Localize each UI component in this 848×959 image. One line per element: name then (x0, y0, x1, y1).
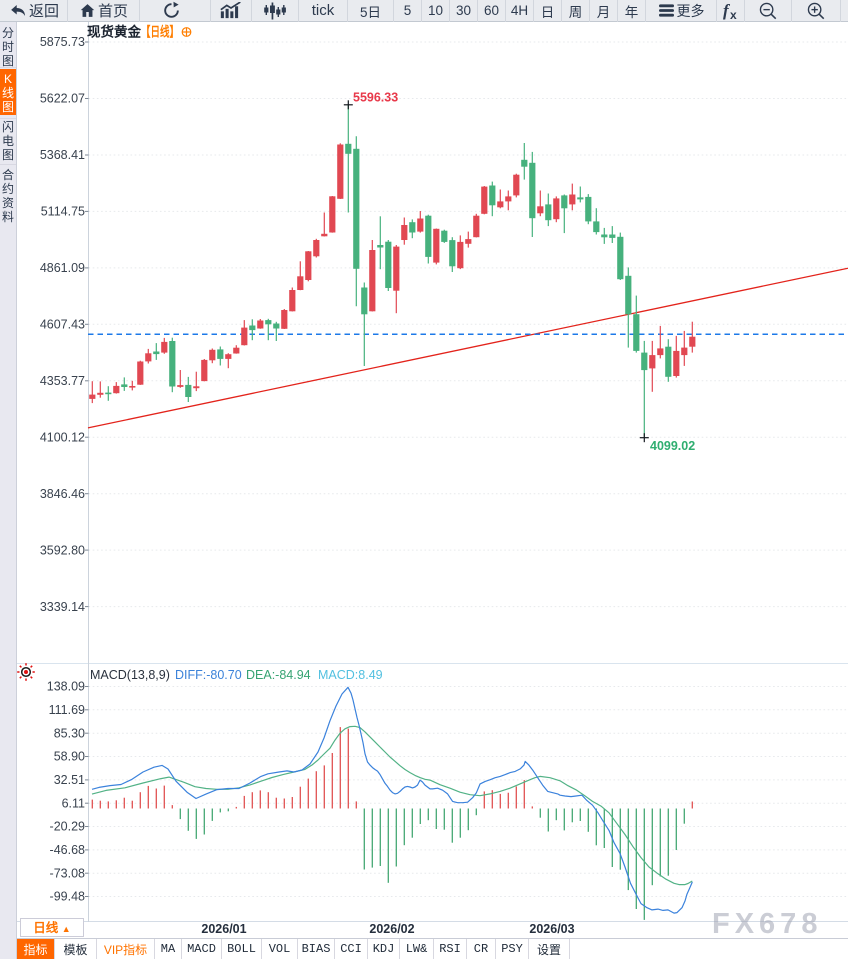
svg-text:4099.02: 4099.02 (650, 439, 695, 453)
svg-text:-99.48: -99.48 (50, 890, 85, 904)
svg-text:4353.77: 4353.77 (40, 374, 85, 388)
svg-text:【日线】: 【日线】 (141, 24, 179, 40)
svg-text:现货黄金: 现货黄金 (87, 24, 141, 40)
svg-text:5596.33: 5596.33 (353, 91, 398, 105)
svg-text:4100.12: 4100.12 (40, 430, 85, 444)
svg-text:58.90: 58.90 (54, 750, 85, 764)
svg-text:32.51: 32.51 (54, 773, 85, 787)
svg-text:111.69: 111.69 (49, 703, 85, 717)
svg-text:DEA:-84.94: DEA:-84.94 (246, 668, 311, 682)
svg-text:6.11: 6.11 (62, 796, 85, 810)
svg-text:5114.75: 5114.75 (41, 205, 85, 219)
svg-text:85.30: 85.30 (54, 726, 85, 740)
svg-text:-73.08: -73.08 (50, 866, 85, 880)
svg-text:-20.29: -20.29 (50, 820, 85, 834)
svg-text:5875.73: 5875.73 (40, 35, 85, 49)
svg-text:MACD(13,8,9): MACD(13,8,9) (90, 668, 170, 682)
svg-text:x: x (730, 8, 737, 21)
svg-text:3846.46: 3846.46 (40, 487, 85, 501)
svg-text:4861.09: 4861.09 (40, 261, 85, 275)
svg-text:DIFF:-80.70: DIFF:-80.70 (175, 668, 242, 682)
svg-text:MACD:8.49: MACD:8.49 (318, 668, 383, 682)
svg-text:4607.43: 4607.43 (40, 318, 85, 332)
svg-text:3592.80: 3592.80 (40, 543, 85, 557)
svg-text:f: f (723, 1, 731, 20)
svg-text:3339.14: 3339.14 (40, 600, 85, 614)
svg-text:138.09: 138.09 (47, 680, 85, 694)
svg-text:5622.07: 5622.07 (40, 92, 85, 106)
svg-text:5368.41: 5368.41 (40, 148, 85, 162)
svg-text:-46.68: -46.68 (50, 843, 85, 857)
